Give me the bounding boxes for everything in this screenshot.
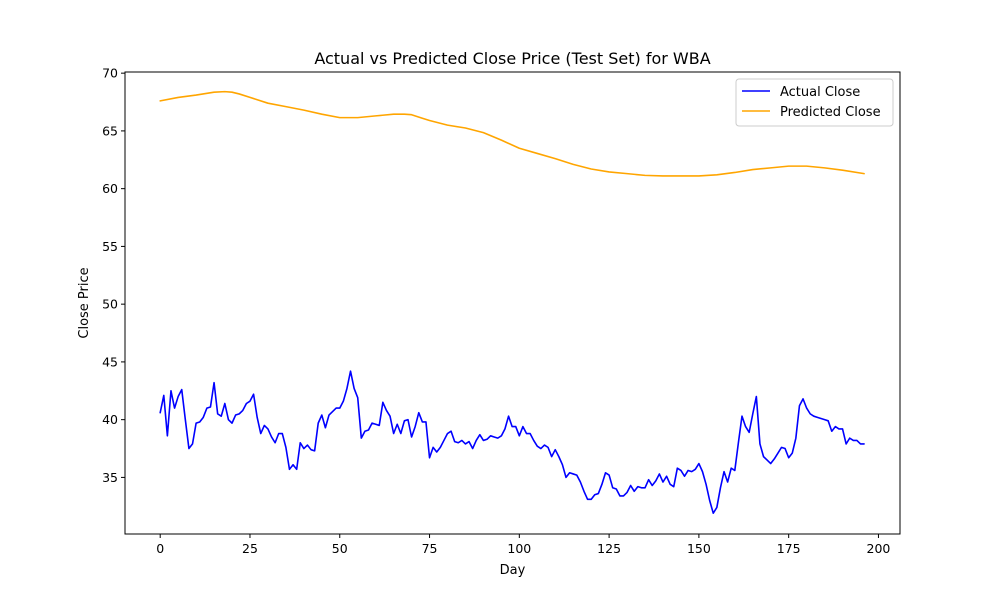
x-tick-label: 200: [867, 541, 891, 556]
y-tick-label: 70: [102, 66, 118, 81]
y-tick-label: 40: [102, 412, 118, 427]
y-tick-label: 55: [102, 239, 118, 254]
series-line-1: [159, 90, 865, 177]
y-tick-label: 50: [102, 297, 118, 312]
y-tick-label: 60: [102, 181, 118, 196]
x-tick-label: 100: [507, 541, 531, 556]
y-tick-label: 45: [102, 354, 118, 369]
axis-ticks: 0 25 50 75 100 125 150 175 200 35 40 45 50 55 60 65 70: [102, 66, 890, 556]
y-axis-label: Close Price: [77, 267, 92, 338]
x-tick-label: 175: [777, 541, 801, 556]
series-line-0: [159, 370, 865, 515]
x-axis-label: Day: [500, 563, 526, 578]
legend-box: [735, 78, 894, 127]
legend: Actual Close Predicted Close: [735, 78, 894, 127]
x-tick-label: 125: [597, 541, 621, 556]
plot-content: [159, 90, 865, 515]
y-tick-label: 65: [102, 123, 118, 138]
x-tick-label: 150: [687, 541, 711, 556]
x-tick-label: 0: [156, 541, 164, 556]
y-tick-label: 35: [102, 470, 118, 485]
x-tick-label: 75: [422, 541, 438, 556]
chart-title: Actual vs Predicted Close Price (Test Se…: [314, 49, 710, 68]
x-tick-label: 50: [332, 541, 348, 556]
plot-frame: [124, 71, 901, 535]
x-tick-label: 25: [242, 541, 258, 556]
legend-label-0: Actual Close: [780, 85, 860, 100]
legend-label-1: Predicted Close: [780, 105, 881, 120]
